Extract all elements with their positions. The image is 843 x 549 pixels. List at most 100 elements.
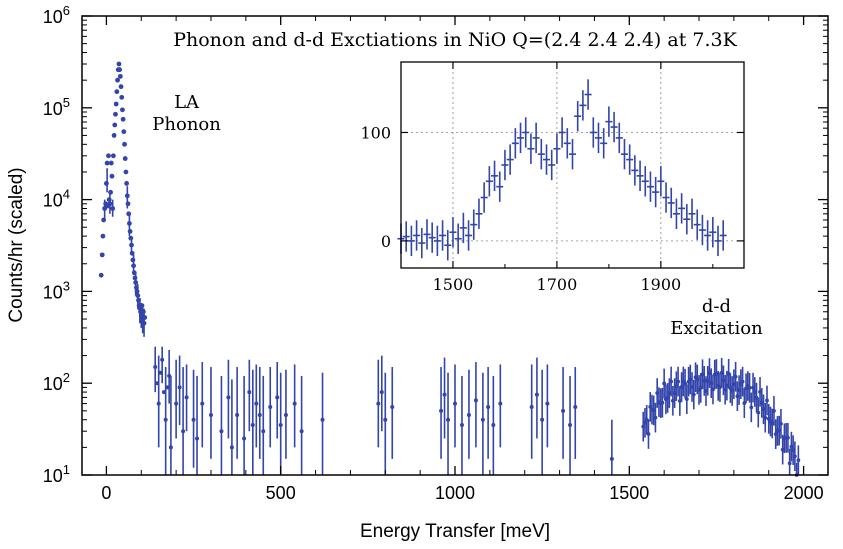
phonon-point	[107, 201, 113, 207]
tail-point	[480, 417, 485, 422]
tail-point	[160, 357, 165, 362]
y-tick-label: 105	[43, 95, 70, 119]
phonon-point	[117, 73, 123, 79]
phonon-point	[134, 289, 140, 294]
tail-point	[278, 423, 283, 428]
inset-y-tick-label: 100	[360, 123, 391, 142]
dd-point	[646, 432, 651, 436]
main-data-layer	[98, 61, 801, 477]
phonon-point	[113, 111, 118, 117]
tail-point	[181, 429, 186, 434]
tail-point	[275, 395, 280, 400]
inset-axis-ticks: 1500 1700 1900 0 100	[360, 62, 744, 294]
phonon-point	[132, 275, 138, 281]
phonon-point	[133, 285, 139, 291]
tail-point	[226, 395, 231, 400]
phonon-point	[124, 193, 130, 199]
phonon-point	[135, 293, 141, 299]
phonon-point	[127, 221, 132, 226]
phonon-point	[123, 169, 129, 175]
phonon-point	[110, 206, 116, 211]
dd-point	[792, 454, 797, 459]
y-tick-label: 101	[43, 462, 70, 486]
x-tick-label: 1500	[609, 483, 649, 503]
inset-data-layer	[397, 79, 727, 261]
dd-point	[676, 379, 681, 384]
dd-point	[660, 400, 665, 405]
dd-point	[662, 381, 667, 386]
x-tick-label: 1000	[435, 483, 475, 503]
tail-point	[545, 401, 550, 406]
phonon-point	[112, 122, 118, 128]
tail-point	[158, 370, 163, 375]
dd-point	[747, 385, 752, 390]
dd-point	[779, 421, 783, 426]
dd-point	[733, 374, 738, 379]
tail-point	[498, 401, 503, 406]
phonon-point	[100, 233, 106, 239]
tail-point	[153, 365, 158, 370]
tail-point	[154, 381, 159, 386]
tail-point	[161, 390, 166, 395]
y-tick-label: 104	[43, 187, 70, 211]
phonon-point	[113, 101, 119, 107]
phonon-point	[126, 211, 132, 217]
phonon-point	[141, 320, 147, 326]
dd-point	[756, 410, 761, 415]
phonon-point	[131, 263, 136, 269]
tail-point	[442, 392, 447, 397]
phonon-point	[133, 280, 139, 285]
tail-point	[283, 413, 288, 418]
tail-point	[195, 436, 200, 441]
tail-point	[177, 385, 182, 390]
phonon-point	[106, 153, 111, 159]
phonon-point	[138, 312, 144, 318]
tail-point	[540, 417, 545, 422]
phonon-point	[120, 107, 125, 113]
tail-point	[174, 401, 179, 406]
tail-point	[250, 423, 255, 428]
phonon-point	[139, 303, 145, 309]
tail-point	[376, 401, 381, 406]
tail-point	[529, 405, 534, 410]
phonon-point	[108, 189, 113, 195]
phonon-point	[101, 217, 107, 223]
dd-point	[796, 458, 801, 463]
phonon-point	[124, 181, 130, 186]
phonon-point	[131, 270, 137, 276]
phonon-point	[108, 160, 114, 166]
phonon-point	[104, 160, 110, 166]
tail-point	[257, 413, 262, 418]
tail-point	[184, 395, 189, 400]
inset-x-tick-label: 1700	[537, 275, 578, 294]
inset-x-tick-label: 1500	[433, 275, 474, 294]
dd-point	[765, 398, 769, 403]
annotations: LA Phonon d-d Excitation	[152, 92, 763, 339]
dd-point	[763, 415, 768, 420]
tail-point	[200, 401, 205, 406]
phonon-point	[99, 252, 105, 258]
tail-point	[191, 417, 196, 422]
phonon-point	[120, 116, 126, 122]
tail-point	[292, 401, 297, 406]
x-axis-label: Energy Transfer [meV]	[360, 521, 550, 542]
tail-point	[320, 417, 325, 422]
y-tick-label: 106	[43, 3, 70, 27]
dd-point	[772, 408, 776, 413]
tail-point	[379, 390, 384, 395]
phonon-point	[116, 61, 122, 67]
phonon-point	[110, 153, 116, 159]
tail-point	[261, 429, 266, 434]
dd-point	[669, 379, 674, 384]
x-tick-label: 500	[266, 483, 296, 503]
phonon-point	[106, 197, 112, 203]
phonon-point	[122, 141, 127, 147]
dd-point	[749, 405, 754, 410]
phonon-point	[125, 201, 131, 207]
tail-point	[168, 445, 173, 450]
tail-point	[167, 373, 172, 378]
dd-point	[787, 461, 792, 466]
tail-point	[473, 398, 478, 403]
tail-point	[534, 392, 539, 397]
tail-point	[383, 417, 388, 422]
